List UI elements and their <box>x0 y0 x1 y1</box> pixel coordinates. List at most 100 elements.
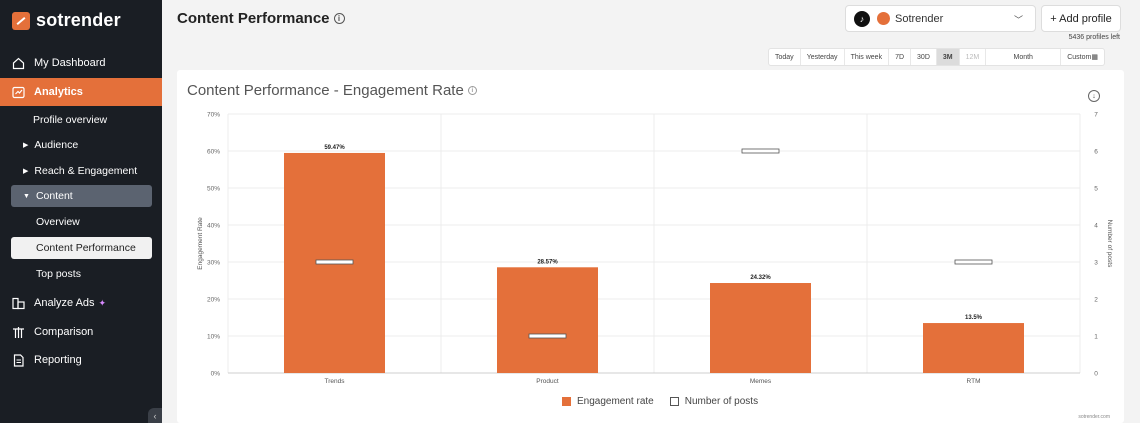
chart-title-text: Content Performance - Engagement Rate <box>187 82 464 99</box>
profile-select[interactable]: ♪ Sotrender ﹀ <box>845 5 1036 32</box>
range-this-week[interactable]: This week <box>845 49 890 65</box>
sidebar: sotrender My Dashboard Analytics Profile… <box>0 0 162 423</box>
nav-label: Top posts <box>36 268 81 280</box>
posts-marker-trends <box>315 259 354 265</box>
x-tick-label: Trends <box>325 378 346 385</box>
nav-label: Overview <box>36 216 80 228</box>
legend-swatch-posts <box>669 397 679 406</box>
date-range-selector: Today Yesterday This week 7D 30D 3M 12M Month Cu… <box>768 48 1105 66</box>
nav-overview[interactable]: Overview <box>36 216 80 228</box>
y2-tick-label: 2 <box>1094 297 1098 304</box>
chart-legend: Engagement rate Number of posts <box>562 396 758 407</box>
credit: sotrender.com <box>1078 414 1110 420</box>
nav-label: My Dashboard <box>34 57 106 69</box>
ads-icon <box>11 296 25 310</box>
tiktok-icon: ♪ <box>854 10 870 27</box>
legend-label-posts[interactable]: Number of posts <box>684 396 759 407</box>
range-12m: 12M <box>960 49 987 65</box>
nav-content-performance[interactable]: Content Performance <box>36 242 136 254</box>
bar-data-label: 59.47% <box>324 145 345 151</box>
collapse-sidebar-button[interactable]: ‹ <box>148 408 162 423</box>
nav-analyze-ads[interactable]: Analyze Ads ✦ <box>0 290 162 316</box>
nav-my-dashboard[interactable]: My Dashboard <box>0 50 162 76</box>
sotrender-logo-icon <box>12 11 30 30</box>
y-tick-label: 20% <box>207 297 220 304</box>
y-tick-label: 40% <box>207 223 220 230</box>
page-title: Content Performance i <box>177 10 345 27</box>
range-label: Custom <box>1067 53 1092 61</box>
nav-label: Reach & Engagement <box>34 165 138 177</box>
nav-audience[interactable]: ▶ Audience <box>23 139 78 151</box>
chart-title: Content Performance - Engagement Rate i <box>187 82 477 99</box>
sparkle-icon: ✦ <box>98 297 107 308</box>
posts-marker-product <box>528 333 567 339</box>
brand-name: sotrender <box>36 10 121 30</box>
nav-label: Profile overview <box>33 114 108 126</box>
caret-down-icon: ▼ <box>23 192 30 200</box>
home-icon <box>11 56 25 70</box>
y2-tick-label: 3 <box>1094 260 1098 267</box>
caret-right-icon: ▶ <box>23 142 29 149</box>
nav-label: Analytics <box>34 86 83 98</box>
y2-tick-label: 1 <box>1094 334 1098 341</box>
sotrender-profile-icon <box>877 12 890 25</box>
nav-profile-overview[interactable]: Profile overview <box>33 114 107 126</box>
nav-content-highlight <box>11 185 152 207</box>
range-month[interactable]: Month <box>986 49 1062 65</box>
y-tick-label: 0% <box>211 371 221 378</box>
nav-top-posts[interactable]: Top posts <box>36 268 81 280</box>
range-30d[interactable]: 30D <box>911 49 937 65</box>
nav-reporting[interactable]: Reporting <box>0 347 162 373</box>
bar-data-label: 28.57% <box>537 259 558 265</box>
nav-content[interactable]: ▼ Content <box>23 190 73 202</box>
download-icon[interactable]: ↓ <box>1088 90 1100 102</box>
y-axis-title: Engagement Rate <box>197 217 204 270</box>
nav-label: Audience <box>34 139 79 151</box>
page-title-text: Content Performance <box>177 10 330 27</box>
brand-logo[interactable]: sotrender <box>12 10 121 31</box>
profile-name: Sotrender <box>895 12 944 25</box>
info-icon[interactable]: i <box>467 86 477 95</box>
chevron-down-icon: ﹀ <box>1013 15 1023 25</box>
y-tick-label: 60% <box>207 149 220 156</box>
y-tick-label: 50% <box>207 186 220 193</box>
chart-card: Content Performance - Engagement Rate i … <box>177 70 1124 423</box>
nav-reach-engagement[interactable]: ▶ Reach & Engagement <box>23 165 137 177</box>
nav-label: Reporting <box>34 354 82 366</box>
bar-product <box>497 267 598 373</box>
nav-label: Content <box>35 190 73 202</box>
chevron-left-icon: ‹ <box>153 410 157 421</box>
legend-label-engagement[interactable]: Engagement rate <box>577 396 654 407</box>
y-tick-label: 70% <box>207 112 220 119</box>
analytics-icon <box>11 85 25 99</box>
range-today[interactable]: Today <box>769 49 801 65</box>
y2-tick-label: 0 <box>1094 371 1098 378</box>
y-tick-label: 30% <box>207 260 220 267</box>
bar-data-label: 13.5% <box>965 315 983 321</box>
bar-memes <box>710 283 811 373</box>
nav-label: Analyze Ads <box>34 297 95 309</box>
y2-tick-label: 6 <box>1094 149 1098 156</box>
add-profile-label: + Add profile <box>1050 12 1112 25</box>
nav-comparison[interactable]: Comparison <box>0 319 162 345</box>
info-icon[interactable]: i <box>333 13 345 24</box>
nav-label: Content Performance <box>36 242 136 254</box>
x-tick-label: Memes <box>750 378 772 385</box>
add-profile-button[interactable]: + Add profile <box>1041 5 1121 32</box>
nav-analytics[interactable]: Analytics <box>0 78 162 106</box>
y2-axis-title: Number of posts <box>1106 220 1113 268</box>
range-yesterday[interactable]: Yesterday <box>801 49 845 65</box>
range-custom[interactable]: Custom ▦ <box>1061 49 1104 65</box>
comparison-icon <box>11 325 25 339</box>
legend-swatch-engagement <box>562 397 571 406</box>
x-tick-label: Product <box>536 378 559 385</box>
bar-data-label: 24.32% <box>750 275 771 281</box>
bar-rtm <box>923 323 1024 373</box>
caret-right-icon: ▶ <box>23 168 29 175</box>
nav-label: Comparison <box>34 326 94 338</box>
range-3m[interactable]: 3M <box>936 49 960 65</box>
y2-tick-label: 7 <box>1094 112 1098 119</box>
range-7d[interactable]: 7D <box>889 49 912 65</box>
y-tick-label: 10% <box>207 334 220 341</box>
y2-tick-label: 5 <box>1094 186 1098 193</box>
